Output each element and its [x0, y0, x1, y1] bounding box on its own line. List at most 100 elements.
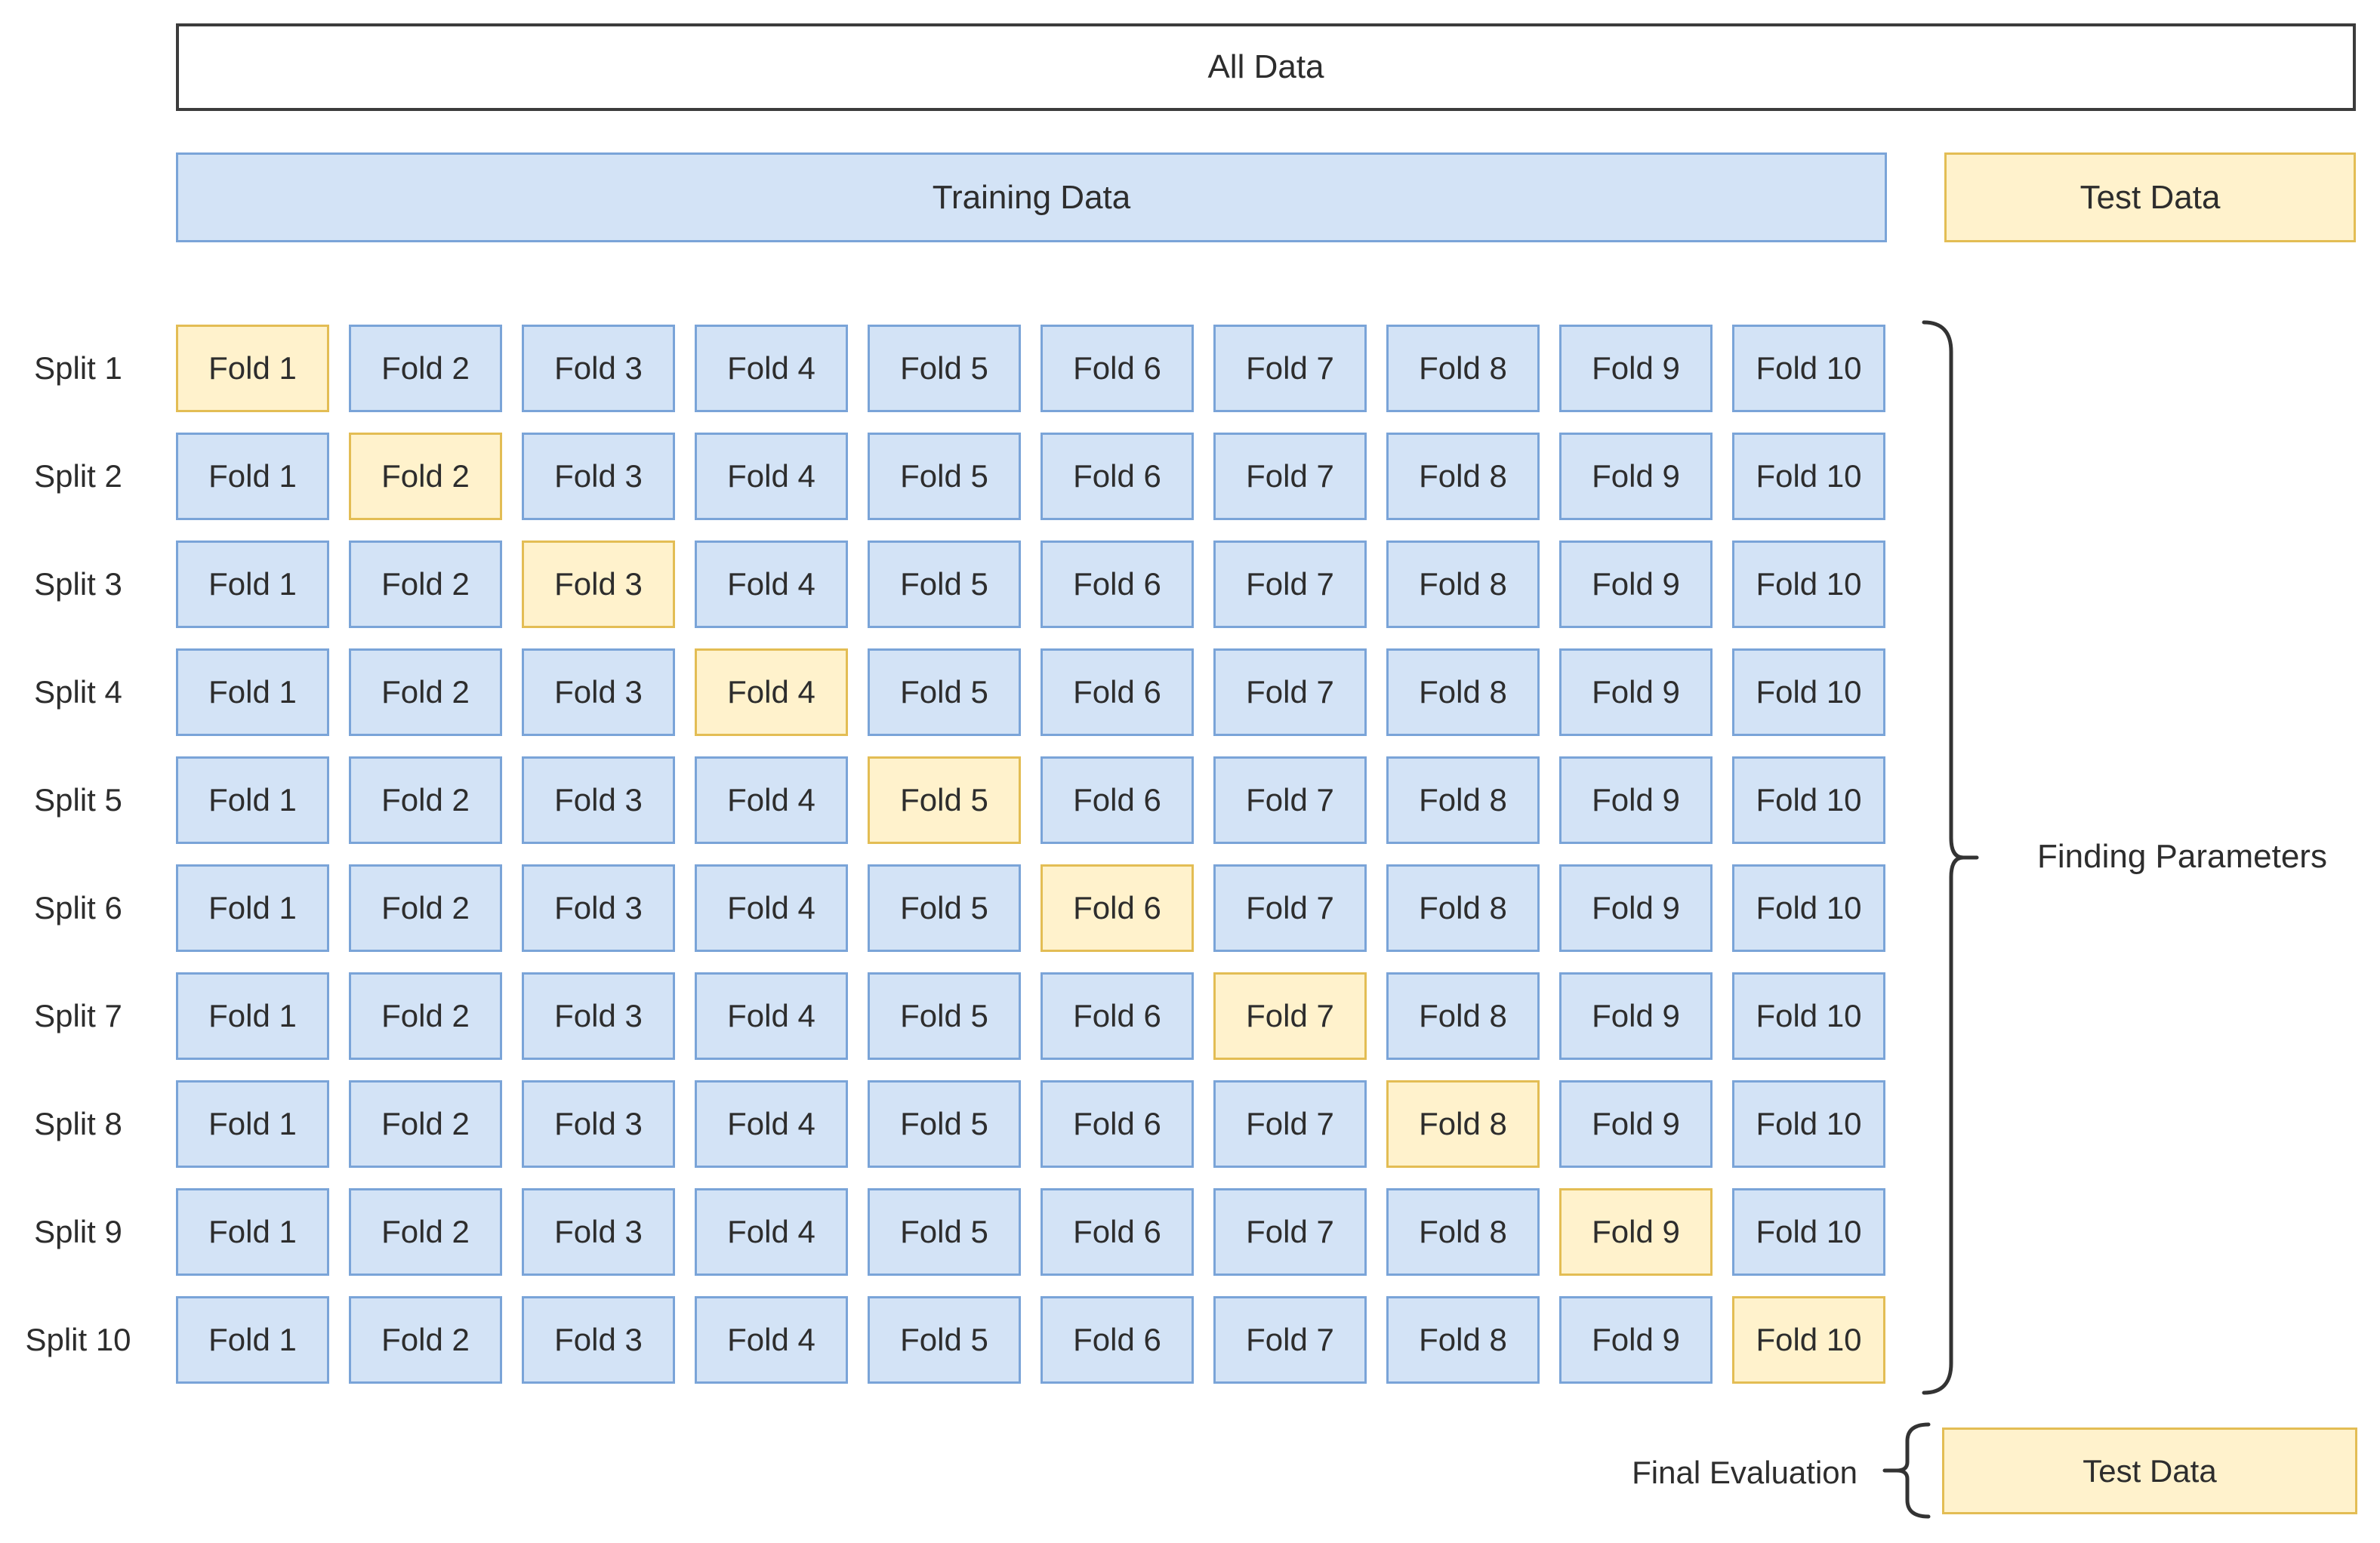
fold-box-train: Fold 7 — [1213, 648, 1367, 736]
fold-box-train: Fold 5 — [868, 972, 1021, 1060]
fold-box-train: Fold 10 — [1732, 325, 1885, 412]
fold-box-train: Fold 3 — [522, 1188, 675, 1276]
fold-box-validation: Fold 7 — [1213, 972, 1367, 1060]
fold-box-train: Fold 7 — [1213, 541, 1367, 628]
split-label: Split 1 — [34, 350, 122, 386]
split-label: Split 10 — [25, 1322, 131, 1357]
split-label: Split 8 — [34, 1106, 122, 1141]
cv-split-row: Split 5 Fold 1 Fold 2 Fold 3 Fold 4 Fold 5 Fol… — [0, 756, 1885, 844]
fold-box-train: Fold 10 — [1732, 648, 1885, 736]
fold-box-train: Fold 4 — [695, 325, 848, 412]
split-label: Split 5 — [34, 782, 122, 818]
fold-box-train: Fold 9 — [1559, 541, 1713, 628]
fold-box-train: Fold 1 — [176, 1296, 329, 1384]
fold-box-train: Fold 7 — [1213, 756, 1367, 844]
fold-box-train: Fold 3 — [522, 756, 675, 844]
fold-box-train: Fold 5 — [868, 648, 1021, 736]
fold-box-train: Fold 6 — [1040, 1188, 1194, 1276]
fold-box-train: Fold 1 — [176, 1080, 329, 1168]
fold-box-train: Fold 4 — [695, 1080, 848, 1168]
fold-box-train: Fold 5 — [868, 864, 1021, 952]
fold-box-train: Fold 6 — [1040, 1080, 1194, 1168]
fold-box-train: Fold 9 — [1559, 648, 1713, 736]
fold-box-train: Fold 4 — [695, 864, 848, 952]
fold-box-train: Fold 3 — [522, 648, 675, 736]
fold-box-train: Fold 8 — [1386, 864, 1540, 952]
fold-box-train: Fold 2 — [349, 756, 502, 844]
fold-box-validation: Fold 9 — [1559, 1188, 1713, 1276]
fold-box-train: Fold 9 — [1559, 756, 1713, 844]
fold-box-train: Fold 6 — [1040, 756, 1194, 844]
cv-split-row: Split 2 Fold 1 Fold 2 Fold 3 Fold 4 Fold 5 Fol… — [0, 433, 1885, 520]
fold-box-train: Fold 10 — [1732, 864, 1885, 952]
test-data-box-top: Test Data — [1944, 152, 2356, 242]
fold-box-validation: Fold 6 — [1040, 864, 1194, 952]
fold-box-train: Fold 3 — [522, 325, 675, 412]
fold-box-train: Fold 3 — [522, 864, 675, 952]
fold-box-validation: Fold 4 — [695, 648, 848, 736]
split-label: Split 9 — [34, 1214, 122, 1249]
training-data-box: Training Data — [176, 152, 1887, 242]
fold-box-train: Fold 8 — [1386, 972, 1540, 1060]
fold-box-validation: Fold 8 — [1386, 1080, 1540, 1168]
test-data-final-label: Test Data — [2082, 1452, 2217, 1489]
fold-box-train: Fold 2 — [349, 1296, 502, 1384]
test-data-box-final: Test Data — [1942, 1428, 2357, 1514]
fold-box-validation: Fold 10 — [1732, 1296, 1885, 1384]
fold-box-validation: Fold 1 — [176, 325, 329, 412]
split-label: Split 4 — [34, 674, 122, 710]
fold-box-train: Fold 2 — [349, 1188, 502, 1276]
fold-box-train: Fold 2 — [349, 325, 502, 412]
fold-box-train: Fold 1 — [176, 972, 329, 1060]
fold-box-train: Fold 10 — [1732, 541, 1885, 628]
fold-box-train: Fold 2 — [349, 864, 502, 952]
fold-box-train: Fold 8 — [1386, 433, 1540, 520]
cv-split-row: Split 7 Fold 1 Fold 2 Fold 3 Fold 4 Fold 5 Fol… — [0, 972, 1885, 1060]
all-data-label: All Data — [1207, 48, 1324, 85]
fold-box-train: Fold 8 — [1386, 1188, 1540, 1276]
split-label: Split 7 — [34, 998, 122, 1033]
fold-box-train: Fold 7 — [1213, 1080, 1367, 1168]
final-evaluation-label: Final Evaluation — [1632, 1455, 1857, 1490]
fold-box-train: Fold 1 — [176, 541, 329, 628]
fold-box-train: Fold 6 — [1040, 433, 1194, 520]
cv-split-row: Split 10 Fold 1 Fold 2 Fold 3 Fold 4 Fold 5 Fo… — [0, 1296, 1885, 1384]
fold-box-train: Fold 3 — [522, 1080, 675, 1168]
fold-box-train: Fold 9 — [1559, 1080, 1713, 1168]
fold-box-train: Fold 1 — [176, 756, 329, 844]
split-label: Split 6 — [34, 890, 122, 925]
fold-box-train: Fold 9 — [1559, 972, 1713, 1060]
fold-box-train: Fold 2 — [349, 1080, 502, 1168]
split-label: Split 3 — [34, 566, 122, 602]
cv-split-row: Split 6 Fold 1 Fold 2 Fold 3 Fold 4 Fold 5 Fol… — [0, 864, 1885, 952]
fold-box-train: Fold 2 — [349, 972, 502, 1060]
fold-box-train: Fold 4 — [695, 756, 848, 844]
training-data-label: Training Data — [932, 178, 1131, 216]
fold-box-train: Fold 4 — [695, 1296, 848, 1384]
left-curly-brace-icon — [1882, 1422, 1931, 1519]
fold-box-train: Fold 8 — [1386, 756, 1540, 844]
fold-box-train: Fold 3 — [522, 972, 675, 1060]
fold-box-train: Fold 8 — [1386, 541, 1540, 628]
fold-box-train: Fold 1 — [176, 648, 329, 736]
fold-box-train: Fold 4 — [695, 541, 848, 628]
fold-box-train: Fold 4 — [695, 1188, 848, 1276]
fold-box-train: Fold 7 — [1213, 1296, 1367, 1384]
fold-box-train: Fold 7 — [1213, 433, 1367, 520]
fold-box-validation: Fold 2 — [349, 433, 502, 520]
fold-box-train: Fold 6 — [1040, 648, 1194, 736]
cv-split-row: Split 3 Fold 1 Fold 2 Fold 3 Fold 4 Fold 5 Fol… — [0, 541, 1885, 628]
fold-box-train: Fold 10 — [1732, 433, 1885, 520]
fold-box-train: Fold 2 — [349, 541, 502, 628]
fold-box-train: Fold 5 — [868, 1296, 1021, 1384]
fold-box-train: Fold 3 — [522, 433, 675, 520]
fold-box-train: Fold 5 — [868, 325, 1021, 412]
fold-box-train: Fold 9 — [1559, 325, 1713, 412]
fold-box-train: Fold 3 — [522, 1296, 675, 1384]
fold-box-train: Fold 9 — [1559, 864, 1713, 952]
fold-box-train: Fold 9 — [1559, 433, 1713, 520]
fold-box-validation: Fold 3 — [522, 541, 675, 628]
fold-box-train: Fold 9 — [1559, 1296, 1713, 1384]
fold-box-train: Fold 1 — [176, 433, 329, 520]
